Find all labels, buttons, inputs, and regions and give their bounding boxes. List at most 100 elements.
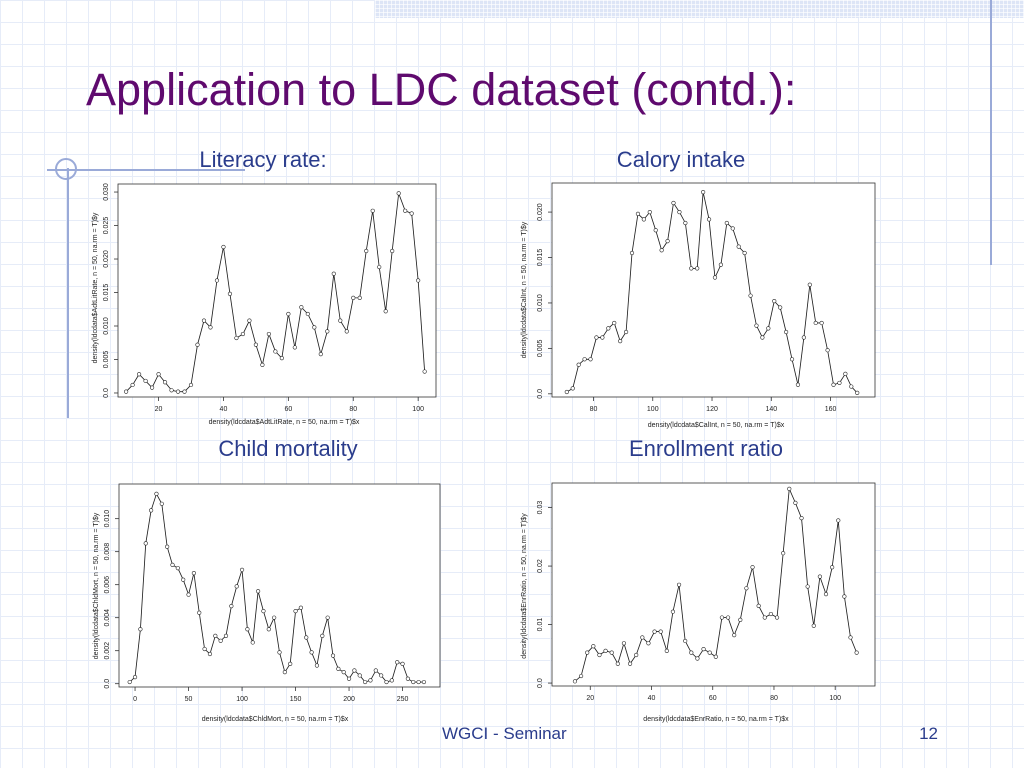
y-tick-label: 0.0 xyxy=(537,678,544,688)
density-point xyxy=(774,615,780,620)
density-point xyxy=(750,565,755,570)
density-point xyxy=(609,650,614,655)
density-point xyxy=(256,589,261,594)
density-point xyxy=(318,352,323,357)
child-mortality-content: 0 50 100 150 200 250 0.0 0.002 0.004 0.006 0.008 0.… xyxy=(93,483,441,723)
y-tick-label: 0.020 xyxy=(103,250,110,268)
density-line xyxy=(566,191,858,394)
x-tick-label: 50 xyxy=(185,696,193,703)
y-tick-label: 0.010 xyxy=(104,510,111,528)
y-tick-label: 0.010 xyxy=(103,317,110,335)
x-tick-label: 60 xyxy=(709,695,717,702)
density-point xyxy=(363,679,368,685)
y-axis-label: density(ldcdata$EnrRatio, n = 50, na.rm … xyxy=(521,513,528,659)
y-tick-label: 0.005 xyxy=(537,340,544,358)
density-point xyxy=(597,652,602,658)
density-point xyxy=(305,311,310,317)
density-point xyxy=(240,331,246,337)
density-point xyxy=(707,650,712,655)
density-point xyxy=(744,586,749,591)
density-point xyxy=(784,329,789,335)
y-tick-label: 0.025 xyxy=(103,217,110,235)
density-point xyxy=(627,661,633,666)
density-point xyxy=(191,571,196,576)
density-point xyxy=(848,635,853,640)
slide-title: Application to LDC dataset (contd.): xyxy=(86,64,797,115)
density-point xyxy=(640,635,645,640)
density-point xyxy=(159,501,164,506)
density-point xyxy=(396,191,401,196)
density-point xyxy=(641,217,646,222)
density-point xyxy=(162,380,168,385)
child-mortality-label: Child mortality xyxy=(218,436,358,461)
density-point xyxy=(309,650,314,655)
density-point xyxy=(208,325,213,330)
density-point xyxy=(207,651,213,657)
density-point xyxy=(606,326,611,331)
density-point xyxy=(344,329,349,334)
calory-intake-label: Calory intake xyxy=(616,147,746,172)
y-tick-label: 0.0 xyxy=(537,389,544,399)
y-axis-label: density(ldcdata$CalInt, n = 50, na.rm = … xyxy=(521,221,528,358)
density-point xyxy=(390,248,395,254)
density-point xyxy=(843,371,848,376)
density-point xyxy=(591,644,596,649)
density-point xyxy=(588,357,593,362)
density-point xyxy=(195,342,200,347)
y-tick-label: 0.015 xyxy=(103,284,110,302)
density-point xyxy=(725,615,731,620)
density-point xyxy=(618,339,623,344)
density-point xyxy=(293,608,298,614)
density-point xyxy=(143,541,148,546)
density-point xyxy=(683,220,688,226)
density-point xyxy=(377,264,382,270)
density-point xyxy=(647,209,652,215)
density-point xyxy=(576,362,581,367)
density-point xyxy=(213,633,218,638)
density-point xyxy=(357,295,362,300)
top-decorative-band xyxy=(375,0,1024,18)
density-point xyxy=(730,226,735,231)
left-decorative-rule xyxy=(67,168,69,418)
density-point xyxy=(659,248,664,253)
enrollment-ratio-density-chart: 20 40 60 80 100 0.0 0.01 0.02 0.03 density(ldcdat… xyxy=(521,482,876,723)
density-point xyxy=(670,609,676,614)
density-point xyxy=(325,329,330,334)
density-point xyxy=(766,326,771,331)
y-tick-label: 0.015 xyxy=(537,249,544,267)
density-point xyxy=(789,357,795,362)
x-tick-label: 20 xyxy=(586,695,594,702)
plot-frame xyxy=(118,483,441,688)
density-point xyxy=(400,661,405,666)
density-point xyxy=(781,551,786,556)
density-point xyxy=(646,641,651,646)
density-point xyxy=(330,653,336,658)
plot-frame xyxy=(551,182,876,398)
density-point xyxy=(416,679,421,685)
density-point xyxy=(615,661,620,666)
density-point xyxy=(148,508,154,513)
density-point xyxy=(136,372,142,377)
density-point xyxy=(801,335,806,340)
density-point xyxy=(724,220,729,226)
density-point xyxy=(368,678,373,683)
density-point xyxy=(564,389,569,395)
density-point xyxy=(658,629,663,634)
density-point xyxy=(585,650,590,655)
density-point xyxy=(272,615,277,620)
x-tick-label: 100 xyxy=(647,406,659,413)
x-axis-label: density(ldcdata$AdtLitRate, n = 50, na.r… xyxy=(209,419,360,426)
density-point xyxy=(421,679,427,685)
density-point xyxy=(701,647,706,652)
density-point xyxy=(223,633,229,638)
density-point xyxy=(138,627,143,632)
x-tick-label: 20 xyxy=(155,406,163,413)
density-point xyxy=(600,335,605,340)
density-point xyxy=(127,679,132,685)
density-point xyxy=(370,208,375,213)
slide-number: 12 xyxy=(919,724,938,743)
density-point xyxy=(149,385,155,390)
density-point xyxy=(718,262,724,267)
density-point xyxy=(422,369,427,374)
x-tick-label: 250 xyxy=(397,696,409,703)
